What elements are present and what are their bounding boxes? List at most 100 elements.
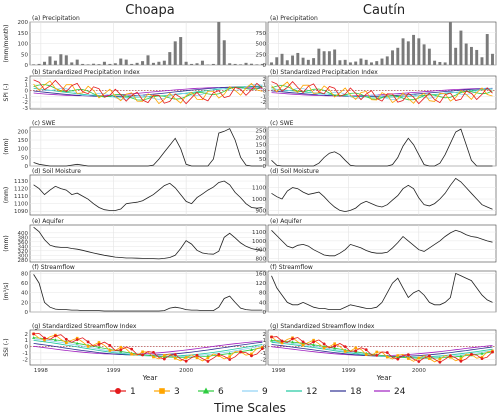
series-marker-3 xyxy=(438,357,442,361)
precip-bar xyxy=(86,64,90,65)
y-tick-label: 280 xyxy=(18,258,29,264)
series-line-6 xyxy=(271,84,493,101)
series-marker-1 xyxy=(459,359,463,363)
y-tick-label: 1100 xyxy=(14,202,28,208)
precip-bar xyxy=(255,64,259,65)
y-tick-label: 1110 xyxy=(14,194,28,200)
y-tick-label: 150 xyxy=(18,138,29,144)
panel-soil-right: 900 1000 1100 (d) Soil Moisture xyxy=(252,168,497,216)
y-tick-label: 300 xyxy=(18,253,29,259)
precip-bar xyxy=(168,52,172,65)
y-tick-label: 250 xyxy=(256,52,267,58)
series-marker-1 xyxy=(162,357,166,361)
series-marker-3 xyxy=(301,343,305,347)
x-tick-label: 1999 xyxy=(107,368,121,374)
y-tick-label: -1 xyxy=(261,351,266,357)
series-marker-1 xyxy=(301,340,305,344)
series-marker-1 xyxy=(406,353,410,357)
y-axis-label: SPI (-) xyxy=(3,84,10,102)
series-line-9 xyxy=(271,340,493,359)
y-tick-label: 2 xyxy=(263,332,267,338)
series-line-18 xyxy=(33,86,263,97)
precip-bar xyxy=(333,49,337,65)
series-line-24 xyxy=(271,88,493,97)
y-tick-label: 1 xyxy=(263,83,267,89)
panel-title: (g) Standardized Streamflow Index xyxy=(32,323,137,330)
series-marker-6 xyxy=(270,338,274,342)
series-marker-3 xyxy=(333,342,336,345)
y-tick-label: -2 xyxy=(23,100,28,106)
series-marker-1 xyxy=(130,347,134,351)
precip-bar xyxy=(354,61,358,65)
panel-precip-left: 0 50 100 150 200(a) Precipitation (mm/month) xyxy=(3,15,267,69)
y-axis-label: (m³/s) xyxy=(3,282,10,300)
plot-frame xyxy=(267,270,497,313)
legend-label: 9 xyxy=(262,387,268,397)
y-tick-label: 150 xyxy=(18,31,29,37)
y-tick-label: 1 xyxy=(25,338,29,344)
y-tick-label: 320 xyxy=(18,249,29,255)
y-tick-label: 250 xyxy=(256,129,267,135)
precip-bar xyxy=(359,58,363,65)
panel-title: (d) Soil Moisture xyxy=(32,168,81,175)
series-marker-3 xyxy=(417,356,421,360)
y-tick-label: 0 xyxy=(263,345,267,351)
series-marker-3 xyxy=(449,355,452,359)
x-tick-label: 1998 xyxy=(272,368,286,374)
legend-item-6: 6 xyxy=(198,387,224,397)
y-tick-label: 2 xyxy=(25,332,29,338)
panel-title: (c) SWE xyxy=(32,120,56,127)
series-marker-1 xyxy=(119,348,123,352)
precip-bar xyxy=(244,62,248,65)
series-marker-3 xyxy=(43,338,46,342)
precip-bar xyxy=(64,55,68,65)
panel-title: (g) Standardized Streamflow Index xyxy=(270,323,375,330)
series-marker-1 xyxy=(228,358,232,361)
x-tick-label: 1998 xyxy=(34,368,48,374)
precip-bar xyxy=(491,53,494,65)
legend-label: 12 xyxy=(306,387,317,397)
y-tick-label: 60 xyxy=(21,281,28,287)
precip-bar xyxy=(200,60,204,65)
series-marker-6 xyxy=(291,340,295,344)
series-marker-1 xyxy=(480,357,484,361)
series-marker-1 xyxy=(470,352,473,356)
precip-bar xyxy=(119,58,123,65)
y-tick-label: 40 xyxy=(21,291,28,297)
precip-bar xyxy=(102,61,106,65)
legend-marker-square xyxy=(159,388,165,394)
y-tick-label: -3 xyxy=(23,106,29,112)
series-line-1 xyxy=(271,336,493,363)
y-tick-label: 400 xyxy=(18,231,29,237)
column-title-right: Cautín xyxy=(363,3,405,18)
precip-bar xyxy=(135,62,139,65)
y-axis-label: (mm) xyxy=(3,138,10,154)
series-marker-6 xyxy=(312,343,316,346)
swe-line xyxy=(271,128,493,167)
x-tick-label: 2000 xyxy=(179,368,193,374)
precip-bar xyxy=(173,41,177,65)
precip-bar xyxy=(151,62,155,65)
panel-title: (f) Streamflow xyxy=(32,264,75,271)
series-marker-3 xyxy=(322,346,326,350)
series-marker-1 xyxy=(322,342,326,346)
series-marker-3 xyxy=(65,341,68,345)
series-marker-3 xyxy=(184,356,188,359)
precip-bar xyxy=(75,59,79,65)
panel-title: (b) Standardized Precipitation Index xyxy=(270,69,378,76)
series-marker-1 xyxy=(152,350,155,354)
series-marker-1 xyxy=(217,352,221,356)
series-marker-3 xyxy=(407,357,410,360)
x-axis-label-left: Year xyxy=(142,374,158,382)
series-marker-1 xyxy=(375,353,379,357)
y-tick-label: -2 xyxy=(23,357,28,363)
legend-item-12: 12 xyxy=(286,387,317,397)
precip-bar xyxy=(43,61,47,65)
legend-item-1: 1 xyxy=(110,387,136,397)
series-marker-1 xyxy=(54,334,57,338)
precip-bar xyxy=(469,46,473,65)
precip-bar xyxy=(179,37,183,65)
legend-title: Time Scales xyxy=(213,401,286,415)
